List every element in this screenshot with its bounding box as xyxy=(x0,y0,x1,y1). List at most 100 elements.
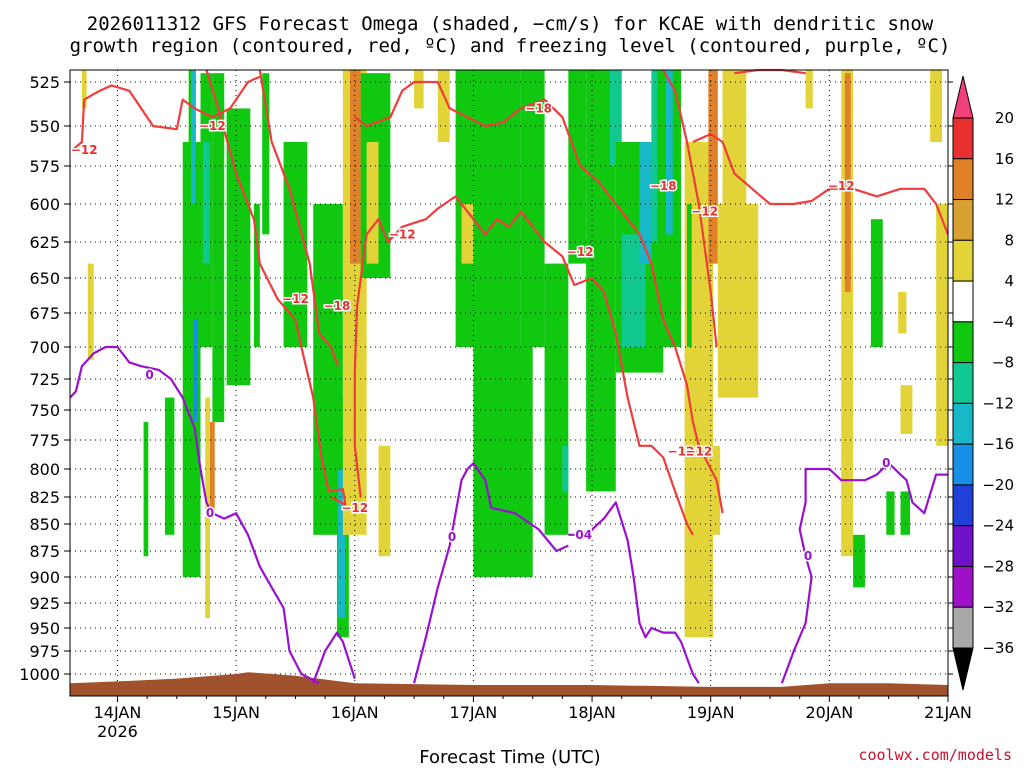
omega-cell xyxy=(844,73,851,292)
omega-cell xyxy=(164,397,175,535)
omega-cell xyxy=(520,70,545,347)
colorbar-label: −4 xyxy=(992,313,1014,331)
y-tick-label: 850 xyxy=(29,515,60,534)
y-tick-label: 550 xyxy=(29,117,60,136)
y-tick-label: 1000 xyxy=(19,665,60,684)
omega-cell xyxy=(262,73,270,235)
omega-cell xyxy=(202,142,211,264)
colorbar-label: 20 xyxy=(995,109,1014,127)
freezing-label: 0 xyxy=(448,530,456,544)
dgz-contour xyxy=(258,69,340,367)
omega-cell xyxy=(544,263,569,535)
y-tick-label: 600 xyxy=(29,195,60,214)
colorbar: 20 16 12 8 4 −4 −8 −12 −16 −20 −24 −28 −32 −36 xyxy=(952,75,1014,691)
x-tick-label: 20JAN xyxy=(805,703,853,722)
y-tick-label: 700 xyxy=(29,338,60,357)
omega-cell xyxy=(378,445,391,557)
x-tick-label: 17JAN xyxy=(450,703,498,722)
colorbar-label: −24 xyxy=(982,517,1014,535)
freezing-contour xyxy=(780,462,948,684)
colorbar-swatch xyxy=(952,402,974,445)
y-tick-label: 625 xyxy=(29,233,60,252)
omega-cell xyxy=(886,491,895,535)
colorbar-swatch xyxy=(952,565,974,608)
dendritic-growth-contours xyxy=(71,68,950,536)
colorbar-label: 8 xyxy=(1004,231,1014,249)
omega-cell xyxy=(461,204,474,264)
omega-cell xyxy=(81,70,87,109)
omega-shading xyxy=(81,70,948,638)
dgz-label: −12 xyxy=(71,143,98,157)
freezing-contour xyxy=(312,631,356,684)
y-tick-label: 875 xyxy=(29,542,60,561)
omega-cell xyxy=(210,422,215,514)
dgz-label: −18 xyxy=(525,101,552,115)
x-tick-sublabel: 2026 xyxy=(97,722,138,741)
omega-cell xyxy=(366,142,379,264)
y-tick-label: 975 xyxy=(29,642,60,661)
dgz-label: −12 xyxy=(567,245,594,259)
y-tick-label: 575 xyxy=(29,157,60,176)
dgz-contour xyxy=(662,69,718,348)
contour-labels: −12−12−12 −18−12−12−18−12−18−12−12−12−120… xyxy=(69,100,892,565)
credit-text[interactable]: coolwx.com/models xyxy=(858,746,1012,764)
omega-cell xyxy=(708,70,718,264)
x-tick-label: 19JAN xyxy=(687,703,735,722)
omega-cell xyxy=(665,70,673,235)
colorbar-label: −8 xyxy=(992,354,1014,372)
omega-cell xyxy=(205,397,211,618)
omega-cell xyxy=(87,263,94,360)
omega-cell xyxy=(437,70,450,142)
omega-cell xyxy=(900,491,911,535)
colorbar-label: −20 xyxy=(982,476,1014,494)
dgz-label: −12 xyxy=(389,227,416,241)
y-tick-label: 825 xyxy=(29,488,60,507)
omega-cell xyxy=(609,70,622,166)
y-axis: 525 550 575 600 625 650 675 700 725 750 775 800 825 8… xyxy=(19,73,953,684)
y-tick-label: 900 xyxy=(29,568,60,587)
colorbar-label: −32 xyxy=(982,598,1014,616)
dgz-label: −12 xyxy=(199,119,226,133)
y-tick-label: 750 xyxy=(29,401,60,420)
colorbar-label: −28 xyxy=(982,557,1014,575)
colorbar-label: −16 xyxy=(982,435,1014,453)
dgz-contour xyxy=(692,132,950,235)
colorbar-swatch xyxy=(952,525,974,567)
y-tick-label: 800 xyxy=(29,460,60,479)
y-tick-label: 725 xyxy=(29,370,60,389)
x-tick-label: 15JAN xyxy=(212,703,260,722)
omega-cell xyxy=(226,108,251,386)
colorbar-swatch xyxy=(952,280,974,323)
omega-cell xyxy=(900,385,913,434)
omega-cell xyxy=(568,70,587,264)
freezing-contour xyxy=(413,462,569,684)
x-tick-label: 21JAN xyxy=(924,703,972,722)
terrain-fill xyxy=(70,672,948,696)
freezing-label: 0 xyxy=(804,549,812,563)
dgz-label: −12 xyxy=(828,179,855,193)
omega-cell xyxy=(841,70,854,557)
freezing-label: 0 xyxy=(206,506,214,520)
omega-cell xyxy=(350,70,361,264)
freezing-contour xyxy=(69,345,320,685)
colorbar-label: 16 xyxy=(995,150,1014,168)
x-tick-label: 18JAN xyxy=(568,703,616,722)
x-tick-label: 14JAN xyxy=(94,703,142,722)
freezing-level-contours xyxy=(69,345,948,685)
dgz-label: −12 xyxy=(341,501,368,515)
terrain-area xyxy=(70,672,948,696)
colorbar-top-triangle xyxy=(952,75,974,119)
dgz-label: −12 xyxy=(685,445,712,459)
dgz-label: −12 xyxy=(282,292,309,306)
omega-cell xyxy=(191,70,196,204)
omega-cell xyxy=(639,142,652,264)
omega-cell xyxy=(182,142,201,577)
omega-cell xyxy=(473,347,533,577)
y-tick-label: 925 xyxy=(29,594,60,613)
omega-cell xyxy=(212,73,225,422)
omega-cell xyxy=(898,292,907,334)
freezing-contour xyxy=(568,501,700,684)
dgz-contour xyxy=(205,69,347,506)
colorbar-swatch xyxy=(952,321,974,364)
